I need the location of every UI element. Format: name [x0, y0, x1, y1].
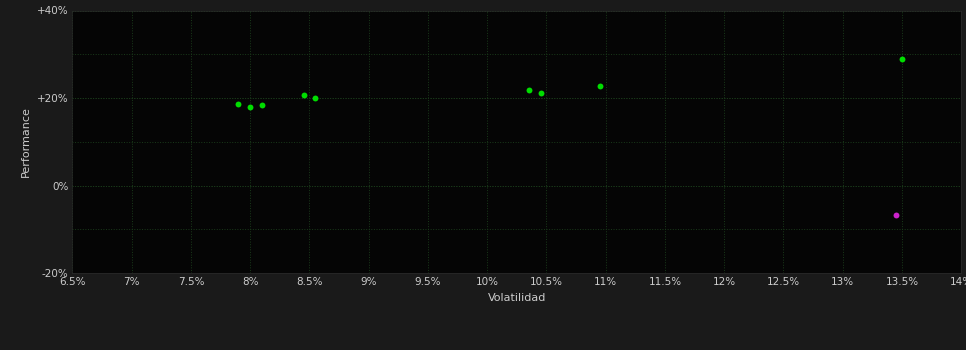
- Point: [296, 92, 311, 98]
- Point: [521, 87, 536, 93]
- Y-axis label: Performance: Performance: [21, 106, 31, 177]
- Point: [242, 104, 258, 110]
- Point: [895, 56, 910, 62]
- X-axis label: Volatilidad: Volatilidad: [488, 293, 546, 303]
- Point: [254, 103, 270, 108]
- Point: [533, 90, 549, 96]
- Point: [592, 83, 608, 89]
- Point: [889, 212, 904, 218]
- Point: [307, 95, 323, 101]
- Point: [231, 102, 246, 107]
